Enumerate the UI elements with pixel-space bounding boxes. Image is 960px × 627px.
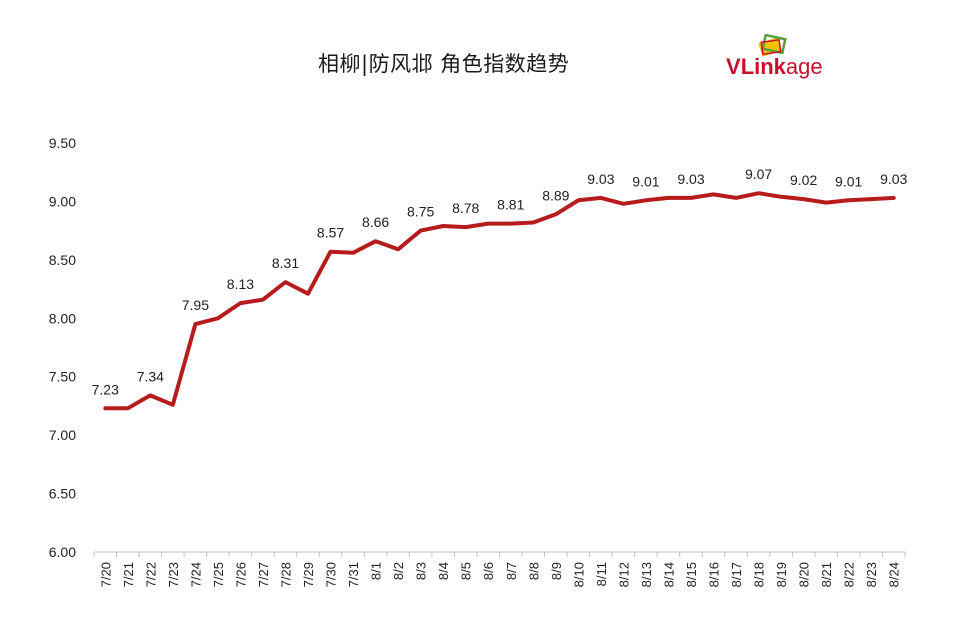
data-label: 9.03 bbox=[677, 171, 704, 187]
x-tick-label: 7/26 bbox=[233, 562, 248, 587]
x-tick-label: 7/31 bbox=[346, 562, 361, 587]
x-tick-label: 8/23 bbox=[864, 562, 879, 587]
data-label: 9.03 bbox=[880, 171, 907, 187]
series-line bbox=[103, 191, 896, 411]
x-tick-label: 7/29 bbox=[301, 562, 316, 587]
x-tick-label: 8/18 bbox=[752, 562, 767, 587]
x-tick-label: 8/8 bbox=[526, 562, 541, 580]
vlinkage-logo: VLinkage bbox=[726, 34, 823, 79]
x-tick-label: 8/2 bbox=[391, 562, 406, 580]
data-label: 8.57 bbox=[317, 225, 344, 241]
data-label: 9.01 bbox=[835, 173, 862, 189]
data-label: 8.89 bbox=[542, 187, 569, 203]
x-tick-label: 8/5 bbox=[459, 562, 474, 580]
data-label: 8.78 bbox=[452, 200, 479, 216]
y-tick-label: 8.50 bbox=[49, 252, 76, 268]
data-label: 8.66 bbox=[362, 214, 389, 230]
logo-text-link: Link bbox=[741, 54, 787, 79]
logo-text-v: V bbox=[726, 54, 741, 79]
x-tick-label: 8/7 bbox=[504, 562, 519, 580]
data-label: 7.34 bbox=[137, 368, 164, 384]
x-tick-label: 7/21 bbox=[121, 562, 136, 587]
y-tick-label: 9.00 bbox=[49, 193, 76, 209]
x-tick-label: 8/10 bbox=[571, 562, 586, 587]
x-tick-label: 7/27 bbox=[256, 562, 271, 587]
y-axis: 6.00 6.50 7.00 7.50 8.00 8.50 9.00 9.50 bbox=[49, 135, 76, 560]
series-layer bbox=[103, 191, 896, 411]
data-label: 7.95 bbox=[182, 297, 209, 313]
x-tick-label: 8/14 bbox=[661, 562, 676, 587]
y-tick-label: 6.50 bbox=[49, 486, 76, 502]
x-tick-label: 8/24 bbox=[887, 562, 902, 587]
x-tick-label: 7/30 bbox=[324, 562, 339, 587]
x-tick-label: 7/20 bbox=[98, 562, 113, 587]
x-tick-label: 8/19 bbox=[774, 562, 789, 587]
data-label: 8.31 bbox=[272, 255, 299, 271]
data-label: 9.07 bbox=[745, 166, 772, 182]
y-tick-label: 7.00 bbox=[49, 427, 76, 443]
x-tick-label: 8/16 bbox=[707, 562, 722, 587]
data-label: 8.75 bbox=[407, 204, 434, 220]
x-tick-label: 7/23 bbox=[166, 562, 181, 587]
x-tick-label: 7/22 bbox=[143, 562, 158, 587]
data-label: 9.03 bbox=[587, 171, 614, 187]
x-tick-label: 7/24 bbox=[188, 562, 203, 587]
x-tick-label: 8/11 bbox=[594, 562, 609, 586]
x-tick-label: 8/21 bbox=[819, 562, 834, 587]
x-axis: 7/20 7/21 7/22 7/23 7/24 7/25 7/26 7/27 7/28 7/29… bbox=[93, 551, 906, 587]
chart-title: 相柳|防风邶 角色指数趋势 bbox=[318, 52, 570, 76]
logo-cards-icon bbox=[758, 34, 787, 57]
data-label: 8.13 bbox=[227, 276, 254, 292]
y-tick-label: 8.00 bbox=[49, 310, 76, 326]
logo-text-age: age bbox=[786, 54, 823, 79]
x-tick-label: 8/9 bbox=[549, 562, 564, 580]
x-tick-label: 7/28 bbox=[278, 562, 293, 587]
x-tick-label: 8/4 bbox=[436, 562, 451, 580]
data-labels-layer: 7.23 7.34 7.95 8.13 8.31 8.57 8.66 8.75 8.78 8.81… bbox=[92, 166, 908, 397]
x-tick-label: 8/12 bbox=[616, 562, 631, 587]
x-tick-label: 8/15 bbox=[684, 562, 699, 587]
x-tick-label: 8/1 bbox=[369, 562, 384, 580]
x-tick-label: 8/13 bbox=[639, 562, 654, 587]
y-tick-label: 7.50 bbox=[49, 369, 76, 385]
x-tick-label: 8/6 bbox=[481, 562, 496, 580]
x-tick-label: 8/20 bbox=[797, 562, 812, 587]
data-label: 9.02 bbox=[790, 172, 817, 188]
x-tick-label: 8/3 bbox=[414, 562, 429, 580]
data-label: 7.23 bbox=[92, 381, 119, 397]
x-tick-label: 8/22 bbox=[842, 562, 857, 587]
svg-text:VLinkage: VLinkage bbox=[726, 54, 823, 79]
x-tick-label: 7/25 bbox=[211, 562, 226, 587]
y-tick-label: 9.50 bbox=[49, 135, 76, 151]
y-tick-label: 6.00 bbox=[49, 544, 76, 560]
data-label: 8.81 bbox=[497, 197, 524, 213]
data-label: 9.01 bbox=[632, 173, 659, 189]
x-tick-label: 8/17 bbox=[729, 562, 744, 587]
